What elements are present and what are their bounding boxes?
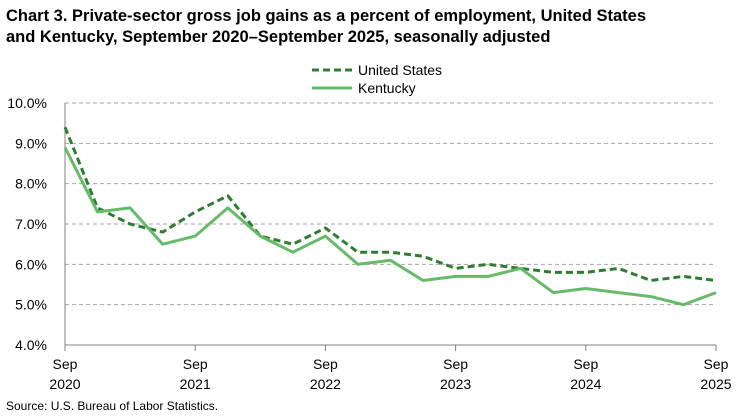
- x-tick-month: Sep: [313, 356, 338, 372]
- data-point-united-states: [226, 194, 229, 197]
- x-tick-year: 2022: [310, 376, 341, 392]
- data-point-kentucky: [356, 263, 359, 266]
- data-point-kentucky: [584, 287, 587, 290]
- data-point-united-states: [487, 263, 490, 266]
- data-point-kentucky: [129, 206, 132, 209]
- data-point-kentucky: [682, 303, 685, 306]
- data-point-kentucky: [64, 146, 67, 149]
- data-point-kentucky: [259, 235, 262, 238]
- x-tick-year: 2020: [49, 376, 80, 392]
- chart-title-line-1: Chart 3. Private-sector gross job gains …: [6, 7, 647, 25]
- x-tick-month: Sep: [183, 356, 208, 372]
- data-point-united-states: [356, 251, 359, 254]
- data-point-kentucky: [519, 267, 522, 270]
- data-point-kentucky: [552, 291, 555, 294]
- y-tick-label: 8.0%: [15, 176, 47, 192]
- data-point-kentucky: [487, 275, 490, 278]
- data-point-united-states: [715, 279, 718, 282]
- series-line-united-states: [63, 126, 717, 282]
- x-tick-year: 2024: [570, 376, 601, 392]
- data-point-kentucky: [454, 275, 457, 278]
- data-point-kentucky: [649, 295, 652, 298]
- data-point-united-states: [584, 271, 587, 274]
- x-tick-month: Sep: [53, 356, 78, 372]
- data-point-kentucky: [161, 243, 164, 246]
- data-point-kentucky: [617, 291, 620, 294]
- chart-title: Chart 3. Private-sector gross job gains …: [6, 6, 744, 48]
- y-tick-label: 5.0%: [15, 297, 47, 313]
- data-point-united-states: [161, 231, 164, 234]
- x-tick-month: Sep: [704, 356, 729, 372]
- data-point-united-states: [129, 223, 132, 226]
- data-point-kentucky: [389, 259, 392, 262]
- legend-label-united-states: United States: [358, 62, 442, 78]
- data-point-kentucky: [324, 235, 327, 238]
- y-tick-label: 4.0%: [15, 337, 47, 353]
- data-point-kentucky: [96, 210, 99, 213]
- series-line-kentucky: [63, 146, 717, 307]
- x-tick-year: 2021: [180, 376, 211, 392]
- data-point-united-states: [552, 271, 555, 274]
- data-point-united-states: [682, 275, 685, 278]
- x-tick-year: 2025: [700, 376, 731, 392]
- source-note: Source: U.S. Bureau of Labor Statistics.: [6, 399, 219, 413]
- x-tick-year: 2023: [440, 376, 471, 392]
- y-tick-label: 10.0%: [7, 95, 47, 111]
- x-tick-month: Sep: [443, 356, 468, 372]
- data-point-kentucky: [194, 235, 197, 238]
- data-point-united-states: [291, 243, 294, 246]
- data-point-united-states: [454, 267, 457, 270]
- data-point-united-states: [422, 255, 425, 258]
- data-point-united-states: [64, 126, 67, 129]
- data-point-united-states: [194, 210, 197, 213]
- data-point-kentucky: [422, 279, 425, 282]
- data-point-united-states: [389, 251, 392, 254]
- y-tick-label: 7.0%: [15, 216, 47, 232]
- data-point-kentucky: [226, 206, 229, 209]
- y-tick-label: 9.0%: [15, 135, 47, 151]
- data-point-united-states: [649, 279, 652, 282]
- chart-title-line-2: and Kentucky, September 2020–September 2…: [6, 28, 551, 46]
- x-tick-month: Sep: [573, 356, 598, 372]
- legend-label-kentucky: Kentucky: [358, 80, 416, 96]
- y-tick-label: 6.0%: [15, 256, 47, 272]
- data-point-kentucky: [715, 291, 718, 294]
- data-point-kentucky: [291, 251, 294, 254]
- data-point-united-states: [617, 267, 620, 270]
- data-point-united-states: [324, 227, 327, 230]
